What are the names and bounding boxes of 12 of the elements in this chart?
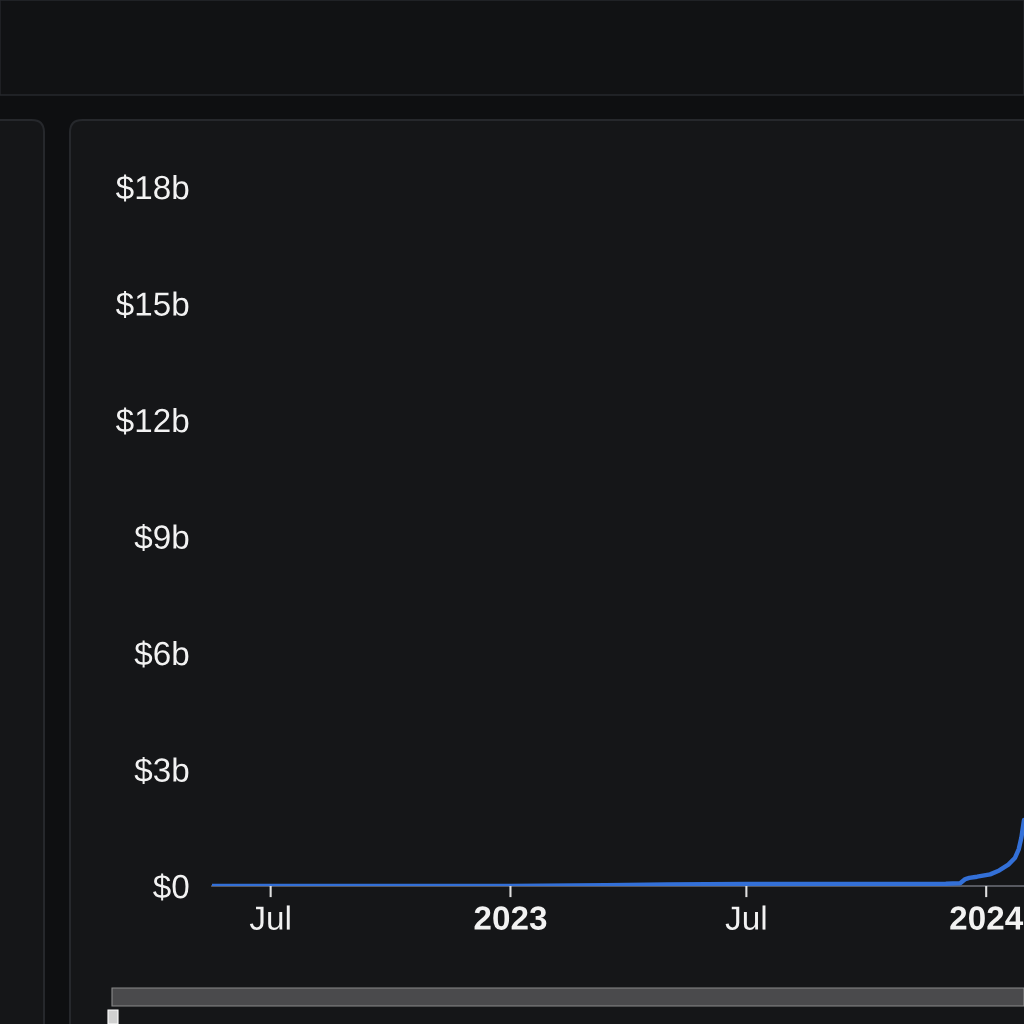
y-tick-label: $0 bbox=[153, 873, 189, 901]
x-tick-label: Jul bbox=[249, 905, 290, 930]
y-tick-label: $6b bbox=[134, 640, 189, 668]
y-tick-label: $9b bbox=[134, 523, 189, 551]
line-series bbox=[212, 817, 1024, 886]
x-tick-label: 2023 bbox=[474, 906, 547, 930]
y-tick-label: $12b bbox=[115, 407, 189, 435]
y-tick-label: $18b bbox=[115, 174, 189, 202]
x-tick-label: 2024 bbox=[950, 906, 1024, 930]
y-tick-label: $3b bbox=[134, 756, 189, 784]
x-tick-label: Jul bbox=[725, 905, 766, 930]
y-tick-label: $15b bbox=[115, 290, 189, 318]
